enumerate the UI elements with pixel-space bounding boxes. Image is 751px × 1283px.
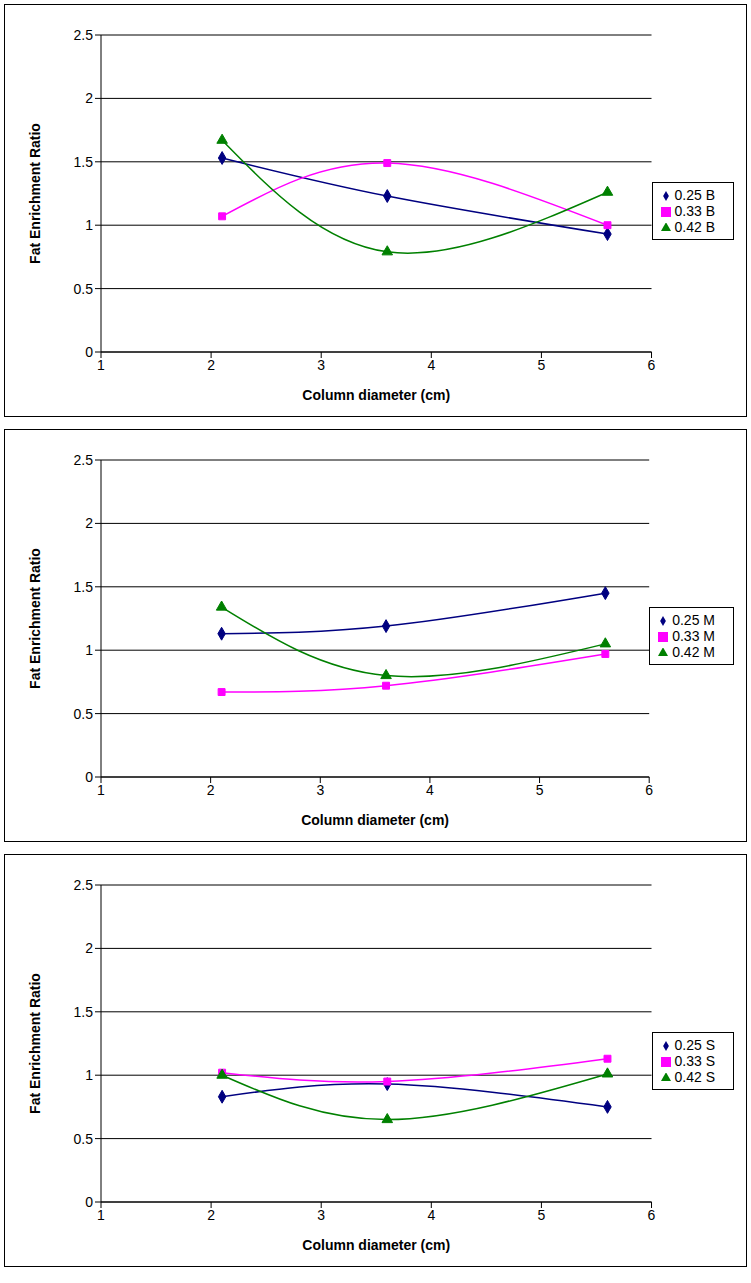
svg-text:1: 1: [97, 357, 105, 373]
svg-text:5: 5: [538, 1207, 546, 1223]
svg-text:3: 3: [317, 357, 325, 373]
html-text:0.25 B: 0.25 B: [674, 186, 715, 203]
svg-text:1: 1: [97, 782, 105, 798]
svg-text:5: 5: [536, 782, 544, 798]
svg-text:6: 6: [645, 782, 653, 798]
svg-text:2: 2: [207, 357, 215, 373]
svg-text:2.5: 2.5: [74, 877, 94, 893]
svg-text:Fat Enrichment Ratio: Fat Enrichment Ratio: [27, 548, 43, 689]
svg-text:1.5: 1.5: [74, 1004, 94, 1020]
svg-text:1.5: 1.5: [74, 154, 94, 170]
svg-text:5: 5: [538, 357, 546, 373]
svg-text:Column diameter (cm): Column diameter (cm): [302, 1237, 450, 1253]
svg-text:1: 1: [85, 642, 93, 658]
html-text:0.42 M: 0.42 M: [672, 643, 715, 660]
svg-text:1.5: 1.5: [74, 579, 94, 595]
svg-text:3: 3: [317, 1207, 325, 1223]
svg-text:2.5: 2.5: [74, 452, 94, 468]
html-text:0.33 S: 0.33 S: [674, 1052, 715, 1069]
html-text:0.33 M: 0.33 M: [672, 627, 715, 644]
svg-text:4: 4: [426, 782, 434, 798]
html-text:0.25 S: 0.25 S: [674, 1036, 715, 1053]
svg-text:0: 0: [85, 1194, 93, 1210]
svg-text:0.5: 0.5: [74, 706, 94, 722]
svg-text:2: 2: [207, 1207, 215, 1223]
svg-text:Column diameter (cm): Column diameter (cm): [301, 812, 449, 828]
svg-text:1: 1: [97, 1207, 105, 1223]
svg-text:3: 3: [316, 782, 324, 798]
svg-text:Column diameter (cm): Column diameter (cm): [302, 387, 450, 403]
svg-text:Fat Enrichment Ratio: Fat Enrichment Ratio: [27, 973, 43, 1114]
svg-text:1: 1: [85, 217, 93, 233]
svg-text:2: 2: [207, 782, 215, 798]
svg-text:0.5: 0.5: [74, 1131, 94, 1147]
html-text:0.33 B: 0.33 B: [674, 202, 715, 219]
svg-text:2: 2: [85, 515, 93, 531]
svg-text:2: 2: [85, 940, 93, 956]
svg-text:6: 6: [648, 357, 656, 373]
html-text:0.42 B: 0.42 B: [674, 218, 715, 235]
svg-text:2: 2: [85, 90, 93, 106]
svg-text:2.5: 2.5: [74, 27, 94, 43]
html-text:0.25 M: 0.25 M: [672, 611, 715, 628]
svg-text:1: 1: [85, 1067, 93, 1083]
svg-text:4: 4: [427, 1207, 435, 1223]
svg-text:0.5: 0.5: [74, 281, 94, 297]
svg-text:4: 4: [427, 357, 435, 373]
svg-text:6: 6: [648, 1207, 656, 1223]
html-text:0.42 S: 0.42 S: [674, 1068, 715, 1085]
svg-text:0: 0: [85, 344, 93, 360]
svg-text:0: 0: [85, 769, 93, 785]
svg-text:Fat Enrichment Ratio: Fat Enrichment Ratio: [27, 123, 43, 264]
